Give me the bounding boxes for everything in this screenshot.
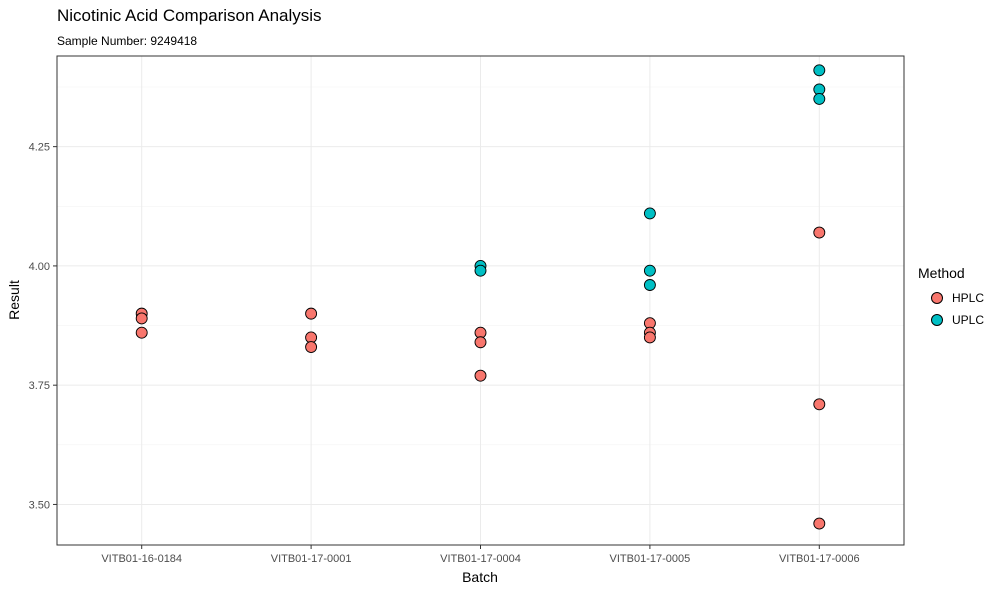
legend-key-hplc <box>931 292 943 304</box>
legend-item-hplc: HPLC <box>918 287 984 309</box>
x-tick-label: VITB01-17-0001 <box>271 553 352 565</box>
data-point-hplc <box>813 517 826 530</box>
legend-item-uplc: UPLC <box>918 309 984 331</box>
y-axis-title: Result <box>6 280 22 320</box>
legend: Method HPLC UPLC <box>918 265 984 331</box>
y-tick-label: 4.00 <box>29 261 50 273</box>
y-tick-label: 4.25 <box>29 142 50 154</box>
chart-subtitle: Sample Number: 9249418 <box>57 34 198 48</box>
legend-label-uplc: UPLC <box>952 313 985 327</box>
data-point-hplc <box>813 398 826 411</box>
data-point-hplc <box>474 336 487 349</box>
x-tick-label: VITB01-17-0006 <box>779 553 860 565</box>
axis-layer: 3.50 3.75 4.00 4.25 VITB01-16-0184 VITB01-17-… <box>29 142 860 565</box>
points-layer <box>135 64 826 530</box>
y-tick-label: 3.75 <box>29 380 50 392</box>
legend-label-hplc: HPLC <box>952 291 985 305</box>
legend-key-uplc <box>931 314 943 326</box>
grid-layer <box>57 56 904 545</box>
data-point-uplc <box>813 92 826 105</box>
data-point-uplc <box>643 264 656 277</box>
data-point-uplc <box>474 264 487 277</box>
data-point-uplc <box>643 279 656 291</box>
x-axis-title: Batch <box>462 569 498 585</box>
chart-title: Nicotinic Acid Comparison Analysis <box>57 6 322 25</box>
x-tick-label: VITB01-17-0004 <box>440 553 521 565</box>
data-point-hplc <box>643 331 656 344</box>
data-point-uplc <box>643 207 656 220</box>
data-point-hplc <box>135 326 148 339</box>
x-tick-label: VITB01-16-0184 <box>101 553 182 565</box>
data-point-hplc <box>813 226 826 239</box>
data-point-hplc <box>474 369 487 382</box>
data-point-hplc <box>305 341 318 353</box>
data-point-hplc <box>305 307 318 320</box>
x-tick-label: VITB01-17-0005 <box>610 553 691 565</box>
data-point-hplc <box>135 312 148 325</box>
legend-title: Method <box>918 265 965 281</box>
data-point-uplc <box>813 64 826 77</box>
y-tick-label: 3.50 <box>29 499 50 511</box>
